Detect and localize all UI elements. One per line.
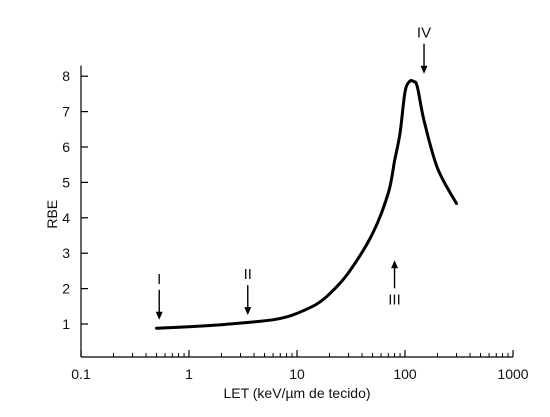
y-tick-label: 8 xyxy=(62,68,70,84)
annotation-iii: III xyxy=(388,260,401,308)
annotation-label: II xyxy=(244,266,252,283)
tick-marks xyxy=(80,75,514,357)
y-tick-label: 7 xyxy=(62,104,70,120)
annotation-label: III xyxy=(388,291,401,308)
annotation-arrow-head xyxy=(420,65,428,74)
y-tick-label: 6 xyxy=(62,139,70,155)
annotation-i: I xyxy=(155,271,163,320)
x-tick-label: 10 xyxy=(289,366,305,382)
y-tick-label: 5 xyxy=(62,174,70,190)
y-tick-label: 3 xyxy=(62,245,70,261)
x-tick-label: 100 xyxy=(393,366,417,382)
x-tick-label: 0.1 xyxy=(71,366,91,382)
tick-labels: 1 2 3 4 5 6 7 8 0.1 1 10 100 1000 xyxy=(62,68,529,382)
x-tick-label: 1 xyxy=(185,366,193,382)
x-axis-title: LET (keV/µm de tecido) xyxy=(223,385,370,401)
annotation-label: IV xyxy=(417,25,431,42)
y-tick-label: 4 xyxy=(62,210,70,226)
annotation-ii: II xyxy=(244,266,252,316)
annotation-arrow-head xyxy=(244,307,252,316)
y-tick-label: 1 xyxy=(62,316,70,332)
rbe-curve xyxy=(155,78,458,330)
y-axis-title: RBE xyxy=(44,200,60,229)
annotation-label: I xyxy=(157,271,161,288)
annotation-iv: IV xyxy=(417,25,431,74)
y-tick-label: 2 xyxy=(62,281,70,297)
annotation-arrow-head xyxy=(391,260,399,269)
x-tick-label: 1000 xyxy=(497,366,528,382)
annotation-arrow-head xyxy=(155,311,163,320)
